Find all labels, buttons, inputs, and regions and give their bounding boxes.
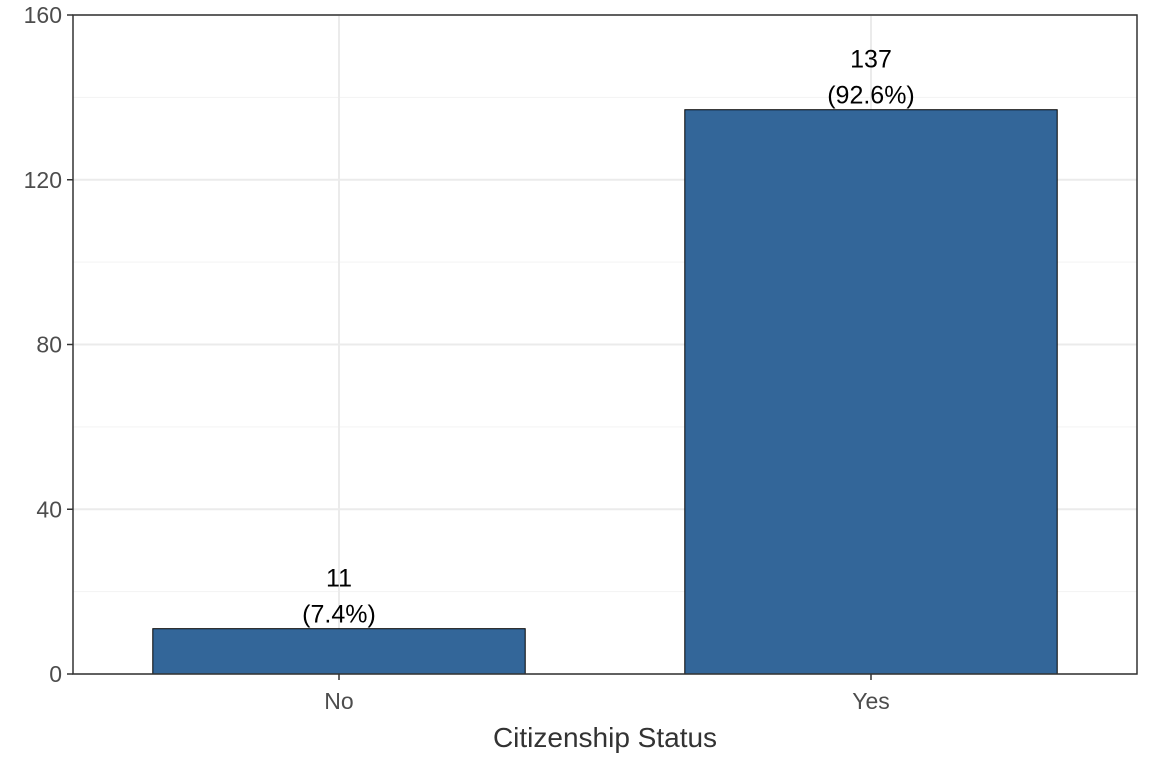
- data-label-count: 11: [326, 565, 352, 593]
- data-label-count: 137: [850, 46, 892, 74]
- data-label-percent: (92.6%): [827, 82, 915, 110]
- bar-no: [152, 628, 526, 675]
- y-tick-label: 160: [24, 2, 62, 28]
- x-axis-title: Citizenship Status: [493, 722, 717, 753]
- data-labels: 11 (7.4%) 137 (92.6%): [302, 46, 915, 629]
- data-label-percent: (7.4%): [302, 601, 376, 629]
- bars: [152, 109, 1058, 675]
- y-axis: 0 40 80 120 160: [24, 2, 73, 687]
- x-tick-label: Yes: [852, 688, 890, 714]
- x-tick-label: No: [324, 688, 353, 714]
- bar-yes: [684, 109, 1058, 675]
- y-tick-label: 0: [49, 661, 62, 687]
- x-axis: No Yes: [324, 674, 890, 714]
- y-tick-label: 40: [36, 496, 62, 522]
- y-tick-label: 120: [24, 167, 62, 193]
- y-tick-label: 80: [36, 332, 62, 358]
